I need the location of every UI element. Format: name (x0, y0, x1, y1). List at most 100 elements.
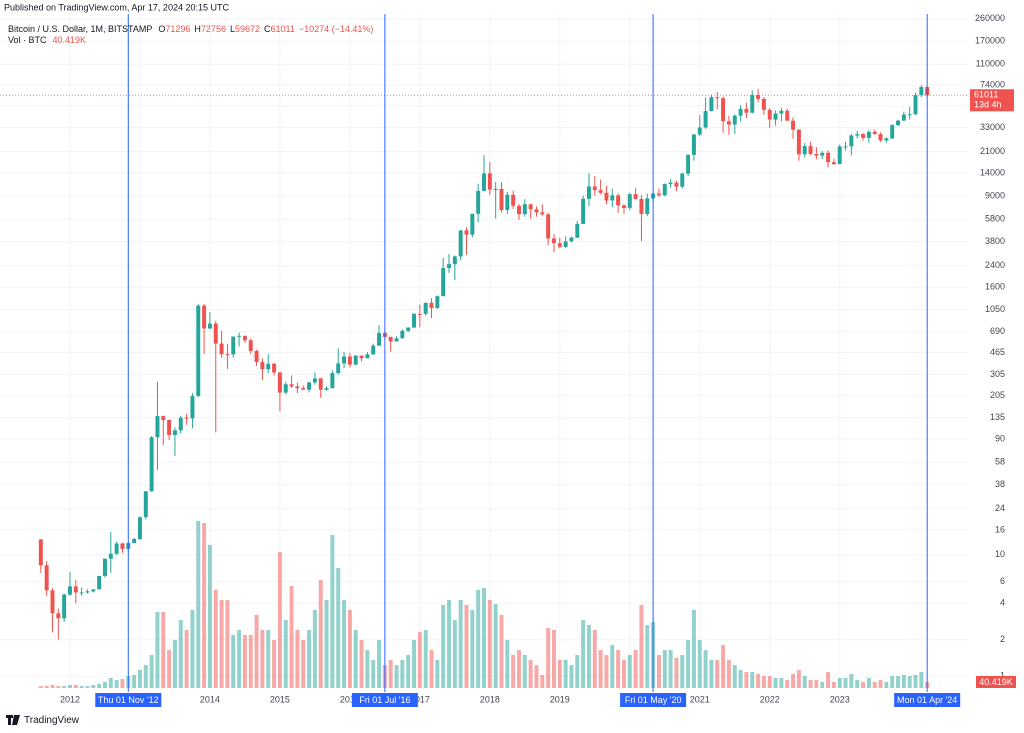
volume-bar (365, 650, 370, 688)
volume-bar (697, 640, 702, 688)
volume-bar (604, 655, 609, 688)
volume-bar (779, 677, 784, 688)
volume-bar (307, 629, 312, 688)
y-tick-label: 5800 (985, 214, 1005, 224)
volume-bar (721, 644, 726, 688)
candle-body (184, 417, 189, 419)
volume-bar (464, 604, 469, 688)
volume-bar (691, 610, 696, 688)
candle-body (412, 313, 417, 328)
candle-body (359, 355, 364, 359)
candle-body (301, 388, 306, 390)
candle-body (907, 114, 912, 116)
volume-bar (709, 659, 714, 688)
volume-bar (791, 674, 796, 688)
logo-icon (6, 715, 20, 725)
candle-body (831, 162, 836, 165)
x-tick-label: 2014 (200, 694, 220, 704)
candle-body (406, 327, 411, 331)
candle-body (295, 386, 300, 389)
x-tick-label: 2012 (60, 694, 80, 704)
volume-bar (108, 677, 113, 688)
candle-body (855, 134, 860, 136)
candle-body (452, 256, 457, 265)
candle-body (260, 362, 265, 370)
candle-body (703, 111, 708, 128)
volume-bar (79, 686, 84, 688)
volume-bar (272, 640, 277, 688)
change-label: −10274 (−14.41%) (299, 24, 374, 34)
volume-bar (726, 659, 731, 688)
y-tick-label: 690 (990, 326, 1005, 336)
candle-body (616, 195, 621, 206)
candle-body (371, 345, 376, 355)
footer-logo: TradingView (6, 715, 80, 726)
candle-body (814, 153, 819, 156)
candle-body (575, 223, 580, 238)
volume-bar (97, 683, 102, 688)
y-tick-label: 1050 (985, 304, 1005, 314)
volume-bar (172, 640, 177, 688)
volume-bar (266, 629, 271, 688)
volume-bar (633, 650, 638, 688)
volume-bar (668, 650, 673, 688)
candle-body (721, 98, 726, 122)
candle-body (167, 420, 172, 436)
candle-body (482, 173, 486, 191)
volume-bar (102, 682, 107, 688)
candle-body (289, 384, 294, 387)
volume-bar (452, 620, 457, 688)
candle-body (429, 302, 434, 308)
candle-body (283, 384, 288, 393)
volume-bar (184, 629, 189, 688)
candle-body (540, 212, 545, 215)
volume-bar (581, 620, 586, 688)
volume-bar (861, 682, 866, 688)
y-tick-label: 2 (1000, 634, 1005, 644)
candle-body (237, 335, 242, 337)
y-tick-label: 33000 (980, 122, 1005, 132)
candle-body (231, 336, 236, 355)
y-tick-label: 1 (1000, 671, 1005, 681)
volume-last-label: 40.419K (979, 677, 1013, 687)
volume-bar (137, 670, 142, 688)
candle-body (534, 209, 539, 213)
marker-label-box (894, 693, 961, 707)
volume-bar (277, 551, 282, 688)
candle-body (522, 204, 527, 215)
y-tick-label: 170000 (975, 36, 1005, 46)
marker-label: Thu 01 Nov '12 (98, 695, 159, 705)
candle-body (639, 198, 644, 214)
volume-bar (149, 655, 154, 688)
ohlc-value: 72756 (201, 24, 226, 34)
y-tick-label: 260000 (975, 13, 1005, 23)
volume-bar (225, 599, 230, 688)
volume-bar (563, 659, 568, 688)
volume-bar (826, 671, 831, 688)
volume-bar (289, 586, 294, 688)
candle-body (901, 114, 906, 121)
candle-body (633, 194, 638, 199)
candle-body (546, 214, 551, 239)
candle-body (581, 198, 586, 224)
y-tick-label: 16 (995, 524, 1005, 534)
candle-body (872, 131, 877, 135)
candle-body (726, 121, 731, 125)
candle-body (849, 135, 854, 147)
candle-body (604, 192, 609, 201)
volume-bar (388, 659, 393, 688)
volume-bar (91, 685, 96, 688)
y-tick-label: 38 (995, 479, 1005, 489)
candle-body (878, 134, 883, 141)
x-tick-label: 2017 (410, 694, 430, 704)
candle-body (791, 120, 796, 130)
volume-bar (855, 680, 860, 688)
candle-body (307, 382, 312, 390)
candle-body (56, 613, 61, 619)
volume-bar (493, 604, 498, 688)
candle-body (592, 186, 597, 191)
candle-body (621, 205, 626, 208)
candle-body (330, 373, 335, 389)
